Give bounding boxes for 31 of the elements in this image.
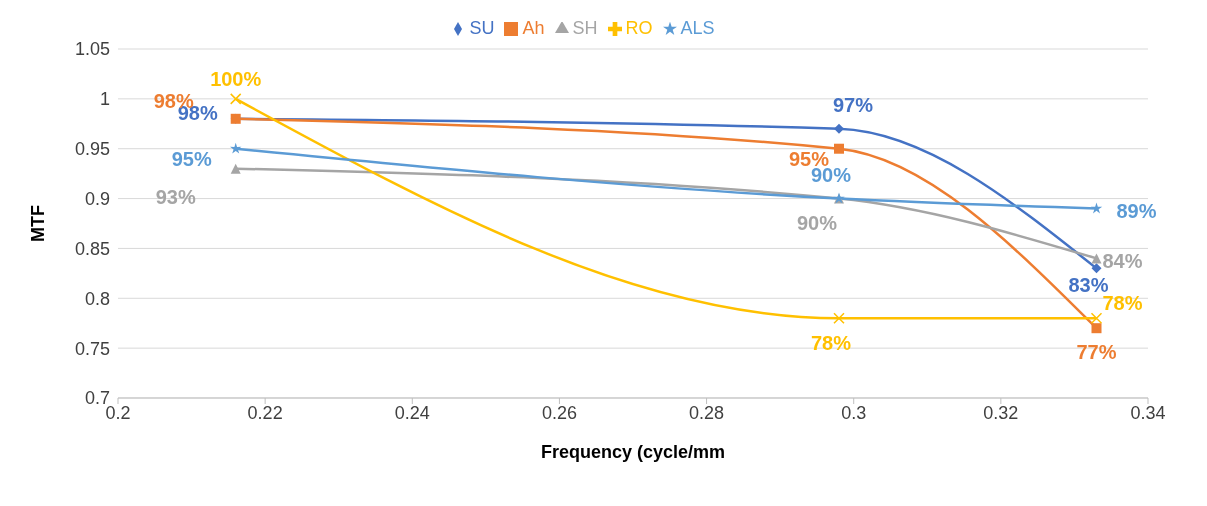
y-tick-label: 1	[99, 89, 110, 110]
x-tick-label: 0.3	[841, 402, 867, 423]
legend-label: Ah	[522, 18, 545, 38]
y-tick-label: 0.8	[84, 288, 110, 309]
data-label: 78%	[810, 331, 852, 354]
data-label: 77%	[1076, 341, 1117, 364]
y-tick-label: 1.05	[74, 39, 110, 60]
x-tick-label: 0.32	[983, 402, 1019, 423]
x-tick-label: 0.34	[1130, 402, 1166, 423]
data-label: 97%	[832, 94, 874, 117]
legend-label: SH	[572, 18, 598, 38]
data-label: 93%	[155, 185, 196, 208]
x-axis-title: Frequency (cycle/mm	[540, 442, 726, 462]
x-tick-label: 0.28	[689, 402, 725, 423]
y-tick-label: 0.85	[74, 238, 110, 259]
y-tick-label: 0.75	[74, 338, 110, 359]
data-label: 89%	[1116, 199, 1157, 222]
x-tick-label: 0.2	[105, 402, 131, 423]
data-label: 90%	[796, 211, 838, 234]
y-tick-label: 0.95	[74, 139, 110, 160]
y-axis-title: MTF	[28, 205, 49, 242]
legend-label: SU	[469, 18, 495, 38]
legend-label: RO	[625, 18, 653, 38]
data-label: 84%	[1102, 249, 1143, 272]
x-tick-label: 0.22	[247, 402, 283, 423]
x-tick-label: 0.26	[541, 402, 577, 423]
y-tick-label: 0.9	[84, 188, 110, 209]
x-tick-label: 0.24	[394, 402, 430, 423]
data-label: 95%	[171, 148, 212, 170]
data-label: 100%	[210, 68, 262, 91]
legend-label: ALS	[680, 18, 715, 38]
